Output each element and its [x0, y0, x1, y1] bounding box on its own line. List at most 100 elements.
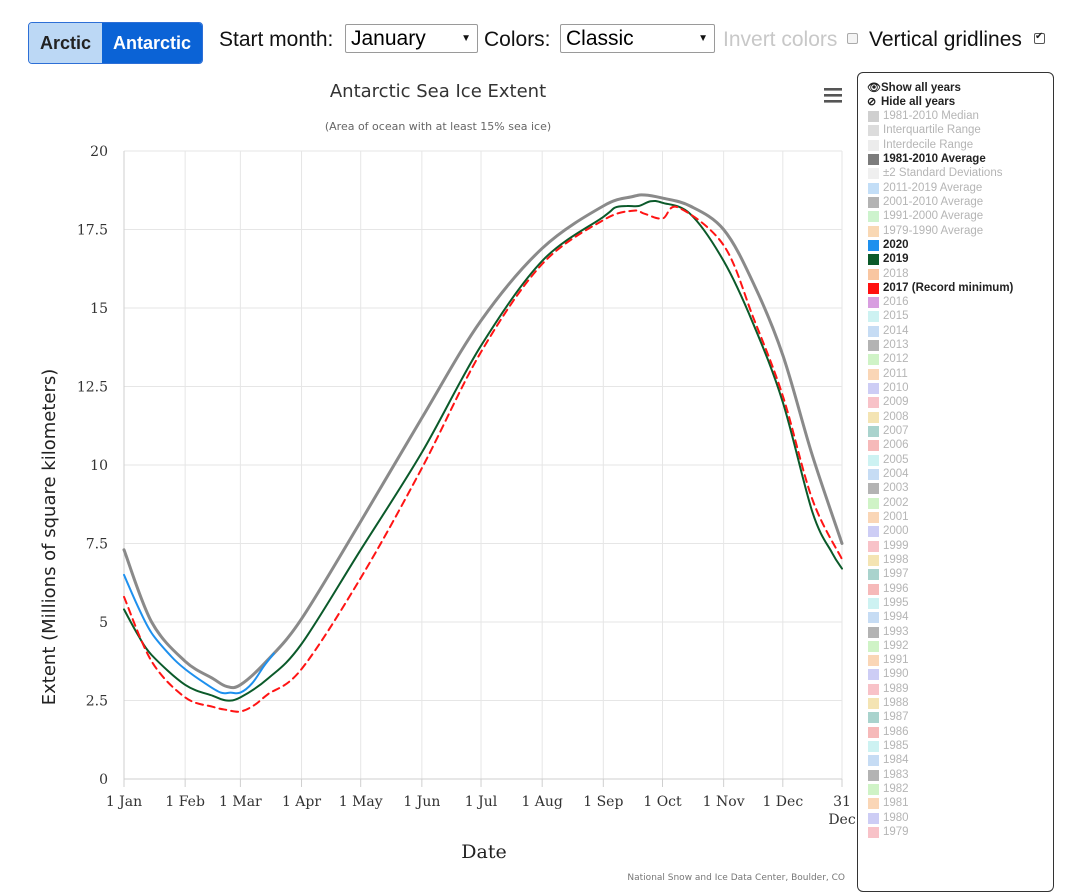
chevron-down-icon: ▼ [461, 33, 471, 44]
arctic-button[interactable]: Arctic [29, 23, 103, 63]
legend-item-label: 2017 (Record minimum) [883, 281, 1014, 294]
eye-slash-icon: ⊘ [867, 96, 877, 108]
x-tick-label: 1 Nov [703, 794, 745, 810]
legend-item-label: 1981 [883, 797, 909, 810]
legend-swatch [868, 812, 879, 824]
y-tick-label: 15 [90, 301, 108, 317]
legend-swatch [868, 483, 879, 495]
legend-swatch [868, 469, 879, 480]
legend-item-label: 1979 [883, 826, 909, 838]
antarctic-button[interactable]: Antarctic [102, 23, 203, 63]
series-lines [122, 193, 844, 713]
legend-item-label: 2013 [883, 339, 909, 352]
y-tick-label: 10 [90, 458, 108, 474]
legend-item-label: 1990 [883, 668, 909, 681]
colors-label: Colors: [484, 28, 551, 51]
legend-item-label: 2003 [883, 482, 909, 495]
legend-item-label: 2001-2010 Average [883, 195, 984, 208]
x-tick-sublabel: Dec [828, 812, 856, 828]
legend-swatch [868, 526, 879, 538]
legend-swatch [868, 540, 879, 552]
legend-swatch [868, 196, 879, 208]
legend-item-label: Interdecile Range [883, 138, 974, 151]
vertical-gridlines-checkbox[interactable] [1034, 31, 1045, 44]
show-all-years-label: Show all years [881, 82, 961, 94]
legend-item-label: 1992 [883, 639, 909, 652]
colors-select[interactable]: Classic ▼ [560, 24, 715, 53]
legend-item-label: 1993 [883, 625, 909, 638]
legend-swatch [868, 153, 879, 165]
legend-swatch [868, 511, 879, 523]
invert-colors-checkbox[interactable] [847, 33, 858, 44]
x-tick-label: 1 Dec [762, 794, 803, 810]
legend-swatch [868, 741, 879, 753]
start-month-value: January [351, 27, 426, 50]
legend-item-label: 2004 [883, 468, 909, 480]
menu-icon[interactable] [824, 88, 842, 103]
legend-swatch [868, 311, 879, 323]
legend-swatch [868, 655, 879, 667]
show-all-years-button[interactable]: 👁Show all years [867, 81, 961, 95]
legend-item-label: 1991 [883, 654, 909, 667]
legend-swatch [868, 612, 879, 624]
legend-item-label: 1994 [883, 611, 909, 624]
legend-item-label: 2020 [883, 238, 909, 251]
x-tick-label: 1 Jan [106, 794, 142, 810]
legend-item-label: 2010 [883, 382, 909, 395]
x-tick-label: 1 Jun [403, 794, 440, 810]
legend-item-label: 2002 [883, 496, 909, 509]
vertical-gridlines-label: Vertical gridlines [869, 28, 1022, 51]
series-line[interactable] [123, 199, 843, 702]
legend-item-label: 2011-2019 Average [883, 181, 983, 194]
series-line[interactable] [123, 205, 843, 713]
legend-swatch [868, 354, 879, 366]
legend-item-label: 1987 [883, 711, 909, 724]
legend-item-label: 1985 [883, 740, 909, 753]
legend-swatch [868, 769, 879, 781]
x-axis-ticks: 1 Jan 1 Feb 1 Mar 1 Apr 1 May 1 Jun 1 Jul 1 Aug… [106, 779, 856, 828]
x-tick-label: 1 Jul [465, 794, 498, 810]
legend-swatch [868, 239, 879, 251]
chart-credits[interactable]: National Snow and Ice Data Center, Bould… [627, 873, 845, 883]
legend-swatch [868, 182, 879, 194]
y-axis-label: Extent (Millions of square kilometers) [39, 369, 60, 706]
legend-swatch [868, 755, 879, 767]
chart: Antarctic Sea Ice Extent (Area of ocean … [39, 81, 856, 883]
x-tick-label: 31 [833, 794, 851, 810]
legend-item-label: 2012 [883, 353, 909, 366]
legend-swatch [868, 111, 879, 122]
legend-item-label: 1983 [883, 768, 909, 781]
legend-item-label: 2015 [883, 310, 909, 323]
legend-swatch [868, 340, 879, 352]
legend-item-label: 2019 [883, 253, 909, 266]
legend-item-label: 2000 [883, 525, 909, 538]
legend-item-label: 1999 [883, 539, 909, 552]
legend-item-label: 1979-1990 Average [883, 224, 984, 237]
legend-swatch [868, 726, 879, 738]
legend-item-label: 1984 [883, 754, 909, 767]
legend-swatch [868, 569, 879, 581]
y-tick-label: 12.5 [77, 380, 108, 396]
legend-swatch [868, 626, 879, 638]
grid [123, 150, 843, 780]
legend-swatch [868, 597, 879, 609]
start-month-select[interactable]: January ▼ [345, 24, 478, 53]
legend-swatch [868, 411, 879, 423]
legend-swatch [868, 383, 879, 395]
legend-item-label: 2008 [883, 410, 909, 423]
chart-title: Antarctic Sea Ice Extent [330, 81, 546, 102]
legend-item-label: 2006 [883, 439, 909, 452]
legend-swatch [868, 683, 879, 695]
legend-item-label: 2001 [883, 510, 909, 523]
series-line[interactable] [122, 193, 844, 690]
legend-swatch [868, 211, 879, 223]
hide-all-years-button[interactable]: ⊘ Hide all years [867, 95, 955, 109]
chart-subtitle: (Area of ocean with at least 15% sea ice… [325, 120, 551, 133]
hide-all-years-label: Hide all years [881, 96, 956, 108]
legend-item-label: 1982 [883, 783, 909, 796]
toolbar: Arctic Antarctic Start month: January ▼ … [28, 22, 1068, 64]
y-tick-label: 2.5 [86, 694, 108, 710]
legend-item-label: 1997 [883, 568, 909, 581]
series-line[interactable] [123, 573, 275, 695]
start-month-label: Start month: [219, 28, 334, 51]
